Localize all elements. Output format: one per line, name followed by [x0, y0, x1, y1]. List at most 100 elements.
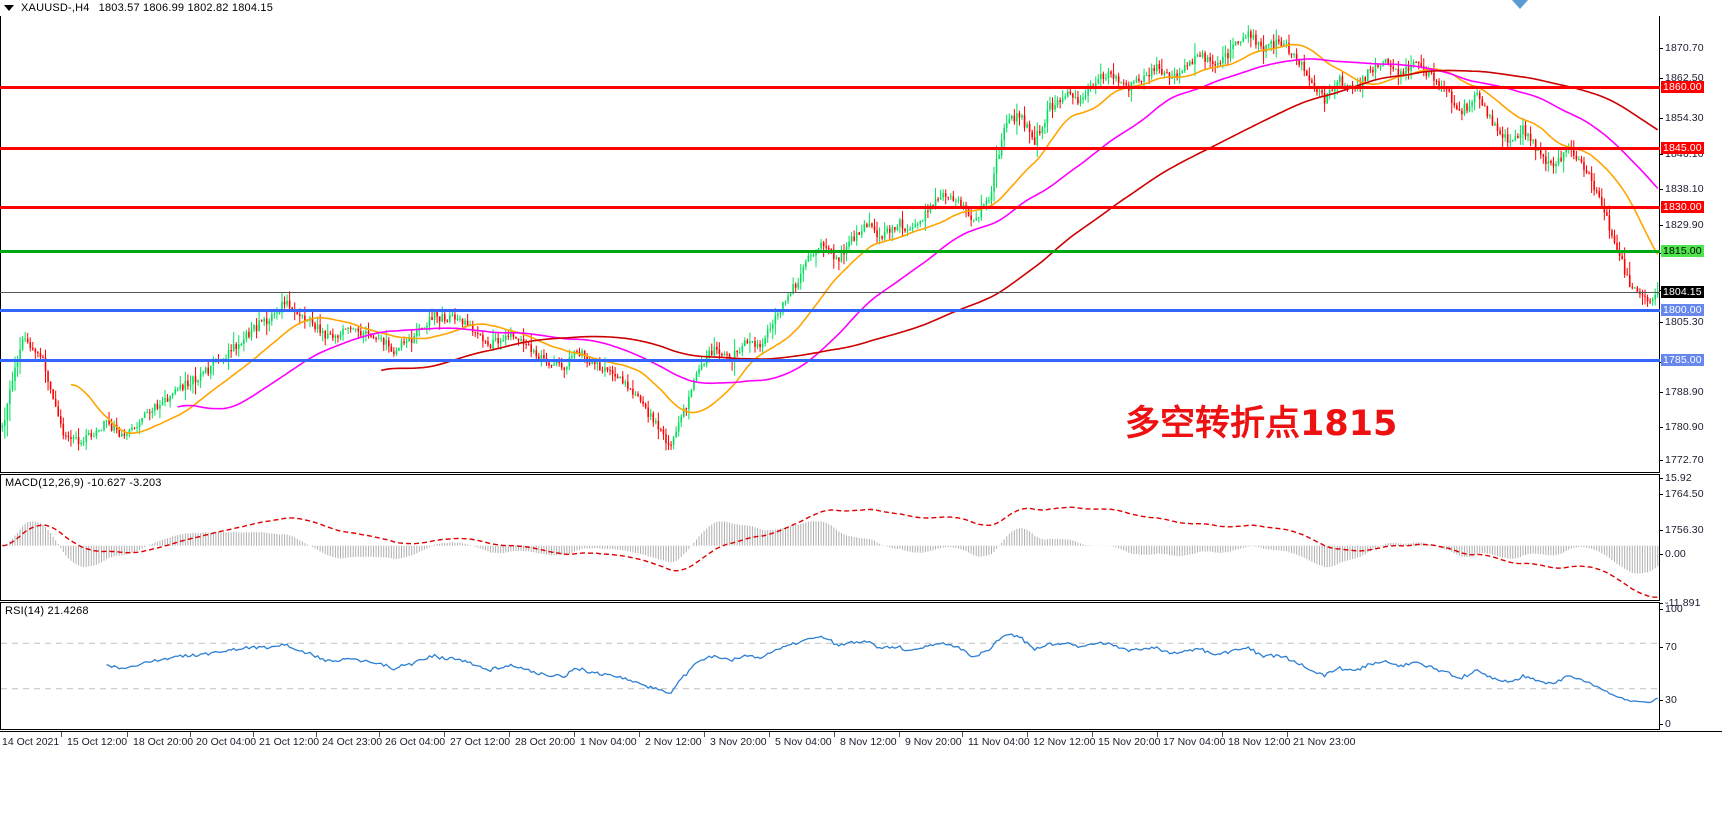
- price-tick-label: 0: [1665, 718, 1671, 730]
- price-axis-tick: 1780.90: [1660, 422, 1704, 432]
- price-tick-label: 1846.10: [1665, 148, 1704, 160]
- level-line-1785[interactable]: [0, 359, 1660, 362]
- level-line-1845[interactable]: [0, 147, 1660, 150]
- time-axis-separator: [1222, 732, 1223, 737]
- tick-mark-icon: [1660, 723, 1663, 725]
- rsi-panel[interactable]: RSI(14) 21.4268: [0, 602, 1660, 730]
- level-line-1830[interactable]: [0, 206, 1660, 209]
- time-axis-separator: [574, 732, 575, 737]
- price-tick-label: -11.891: [1665, 597, 1701, 609]
- price-axis-tick: 1805.30: [1660, 317, 1704, 327]
- level-tag-1800[interactable]: 1800.00: [1661, 304, 1704, 316]
- tick-mark-icon: [1660, 699, 1663, 701]
- tick-mark-icon: [1660, 391, 1663, 393]
- time-axis-label: 21 Nov 23:00: [1293, 736, 1356, 748]
- rsi-plot-area[interactable]: [1, 603, 1659, 729]
- level-line-1860[interactable]: [0, 86, 1660, 89]
- time-axis-separator: [509, 732, 510, 737]
- level-tag-1785[interactable]: 1785.00: [1661, 354, 1704, 366]
- price-chart-panel[interactable]: [0, 0, 1660, 473]
- last-price-tag: 1804.15: [1661, 286, 1704, 298]
- last-price-line: [0, 292, 1660, 293]
- time-axis[interactable]: 14 Oct 2021 15 Oct 12:00 18 Oct 20:00 20 Oc…: [0, 731, 1722, 755]
- chevron-down-icon[interactable]: [4, 5, 14, 11]
- time-axis-separator: [127, 732, 128, 737]
- level-line-1800[interactable]: [0, 309, 1660, 312]
- time-axis-separator: [444, 732, 445, 737]
- time-axis-separator: [61, 732, 62, 737]
- tick-mark-icon: [1660, 153, 1663, 155]
- time-axis-separator: [834, 732, 835, 737]
- time-axis-label: 21 Oct 12:00: [259, 736, 320, 748]
- time-axis-label: 12 Nov 12:00: [1033, 736, 1096, 748]
- ohlc-values: 1803.57 1806.99 1802.82 1804.15: [98, 2, 274, 14]
- price-axis-tick: 1788.90: [1660, 387, 1704, 397]
- time-axis-separator: [1287, 732, 1288, 737]
- time-axis-label: 9 Nov 20:00: [905, 736, 962, 748]
- level-tag-1815[interactable]: 1815.00: [1661, 245, 1704, 257]
- tick-mark-icon: [1660, 646, 1663, 648]
- macd-axis-tick: 15.92: [1660, 473, 1692, 483]
- tick-mark-icon: [1660, 224, 1663, 226]
- chart-annotation: 多空转折点1815: [1125, 404, 1398, 444]
- tick-mark-icon: [1660, 602, 1663, 604]
- price-tick-label: 1870.70: [1665, 42, 1704, 54]
- rsi-axis-tick: 30: [1660, 695, 1677, 705]
- tick-mark-icon: [1660, 77, 1663, 79]
- symbol-header: XAUUSD-,H4 1803.57 1806.99 1802.82 1804.…: [0, 0, 1722, 16]
- time-axis-label: 11 Nov 04:00: [968, 736, 1030, 748]
- macd-panel[interactable]: MACD(12,26,9) -10.627 -3.203: [0, 474, 1660, 601]
- price-tick-label: 1829.90: [1665, 219, 1704, 231]
- time-axis-label: 3 Nov 20:00: [710, 736, 767, 748]
- time-axis-separator: [379, 732, 380, 737]
- level-tag-1860[interactable]: 1860.00: [1661, 81, 1704, 93]
- rsi-axis-tick: 70: [1660, 642, 1677, 652]
- tick-mark-icon: [1660, 188, 1663, 190]
- tick-mark-icon: [1660, 608, 1663, 610]
- price-tick-label: 1862.50: [1665, 72, 1704, 84]
- price-tick-label: 100: [1665, 603, 1683, 615]
- macd-svg: [2, 506, 1659, 598]
- level-line-1815[interactable]: [0, 250, 1660, 253]
- time-axis-label: 14 Oct 2021: [2, 736, 60, 748]
- tick-mark-icon: [1660, 321, 1663, 323]
- price-tick-label: 0.00: [1665, 548, 1686, 560]
- price-plot-area[interactable]: [1, 1, 1659, 472]
- time-axis-label: 15 Nov 20:00: [1098, 736, 1161, 748]
- time-axis-separator: [704, 732, 705, 737]
- time-axis-label: 18 Oct 20:00: [133, 736, 194, 748]
- price-axis-tick: 1756.30: [1660, 525, 1704, 535]
- macd-plot-area[interactable]: [1, 475, 1659, 600]
- tick-mark-icon: [1660, 493, 1663, 495]
- price-tick-label: 1756.30: [1665, 524, 1704, 536]
- tick-mark-icon: [1660, 117, 1663, 119]
- price-axis-tick: 1838.10: [1660, 184, 1704, 194]
- tick-mark-icon: [1660, 47, 1663, 49]
- time-axis-label: 27 Oct 12:00: [450, 736, 511, 748]
- time-axis-separator: [639, 732, 640, 737]
- level-tag-1830[interactable]: 1830.00: [1661, 201, 1704, 213]
- time-axis-label: 26 Oct 04:00: [385, 736, 446, 748]
- macd-axis-tick: -11.891: [1660, 598, 1701, 608]
- tick-mark-icon: [1660, 477, 1663, 479]
- tick-mark-icon: [1660, 553, 1663, 555]
- tick-mark-icon: [1660, 426, 1663, 428]
- window-bottom-filler: [0, 755, 1722, 832]
- price-axis-tick: 1854.30: [1660, 113, 1704, 123]
- price-tick-label: 1764.50: [1665, 488, 1704, 500]
- time-axis-label: 17 Nov 04:00: [1163, 736, 1226, 748]
- price-tick-label: 1854.30: [1665, 112, 1704, 124]
- price-tick-label: 1805.30: [1665, 316, 1704, 328]
- time-axis-label: 24 Oct 23:00: [322, 736, 383, 748]
- price-scale[interactable]: 1878.901870.701862.501854.301846.101838.…: [1660, 0, 1722, 730]
- time-axis-separator: [190, 732, 191, 737]
- price-tick-label: 1838.10: [1665, 183, 1704, 195]
- time-axis-separator: [1092, 732, 1093, 737]
- level-tag-1845[interactable]: 1845.00: [1661, 142, 1704, 154]
- rsi-label: RSI(14) 21.4268: [5, 605, 89, 617]
- symbol-title: XAUUSD-,H4: [21, 2, 90, 14]
- price-tick-label: 30: [1665, 694, 1677, 706]
- price-tick-label: 70: [1665, 641, 1677, 653]
- time-axis-label: 15 Oct 12:00: [67, 736, 128, 748]
